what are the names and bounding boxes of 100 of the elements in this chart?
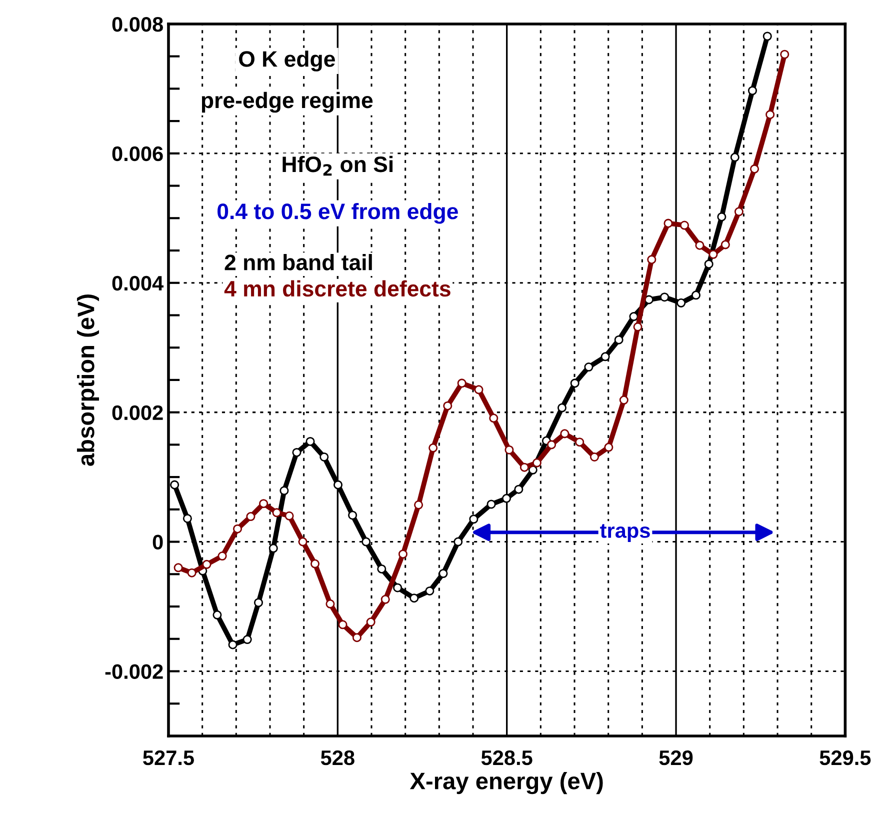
point	[425, 586, 434, 596]
point	[600, 352, 610, 362]
point	[202, 560, 212, 569]
point	[780, 50, 790, 59]
point	[333, 480, 343, 490]
point	[254, 598, 264, 608]
y-tick-label: 0.004	[112, 276, 164, 291]
point	[502, 494, 512, 503]
y-tick-label: 0.002	[112, 405, 163, 420]
point	[174, 563, 183, 572]
x-axis-title: X-ray energy (eV)	[410, 772, 603, 794]
point	[428, 443, 438, 452]
point	[187, 568, 196, 578]
point	[504, 445, 514, 454]
point	[717, 212, 726, 222]
y-axis-title: absorption (eV)	[77, 294, 100, 466]
point	[438, 568, 448, 578]
y-tick-label: 0.008	[112, 16, 163, 32]
point	[259, 499, 268, 508]
point	[584, 362, 594, 372]
point	[233, 524, 242, 534]
x-tick-label: 529.5	[820, 750, 871, 766]
point	[246, 512, 256, 522]
point	[362, 537, 371, 546]
point	[348, 510, 358, 520]
point	[647, 255, 656, 264]
point	[292, 448, 302, 457]
point	[310, 559, 320, 568]
point	[695, 240, 704, 250]
point	[218, 552, 227, 561]
y-tick-label: -0.002	[105, 664, 163, 679]
point	[680, 220, 689, 230]
point	[730, 152, 740, 162]
point	[268, 544, 278, 553]
point	[212, 610, 222, 620]
point	[298, 537, 308, 546]
point	[474, 385, 484, 394]
point	[454, 537, 463, 546]
point	[170, 480, 180, 490]
point	[366, 618, 376, 627]
annotation: traps	[600, 524, 650, 542]
annotation: HfO$_{2}$ on Si	[282, 156, 393, 176]
point	[280, 486, 289, 496]
point	[590, 452, 599, 462]
point	[704, 260, 714, 269]
point	[762, 32, 772, 41]
point	[633, 322, 642, 332]
point	[457, 378, 466, 388]
point	[664, 218, 673, 228]
point	[486, 500, 496, 509]
point	[242, 635, 252, 644]
point	[520, 462, 529, 472]
x-tick-label: 527.5	[143, 750, 194, 766]
point	[284, 511, 294, 520]
point	[182, 514, 192, 523]
point	[766, 110, 775, 120]
point	[469, 514, 478, 524]
point	[629, 312, 638, 322]
point	[604, 442, 614, 452]
point	[720, 240, 730, 250]
point	[306, 436, 315, 446]
y-tick-label: 0	[152, 534, 163, 550]
point	[575, 438, 584, 447]
point	[750, 164, 760, 174]
point	[398, 550, 408, 559]
point	[228, 640, 238, 650]
text: 2 nm band tail	[224, 254, 372, 270]
y-tick-label: 0.006	[112, 146, 163, 162]
point	[560, 429, 570, 438]
point	[393, 583, 402, 592]
x-tick-label: 528	[320, 750, 354, 766]
point	[338, 620, 348, 630]
point	[660, 292, 670, 302]
point	[614, 335, 624, 344]
point	[377, 564, 386, 574]
annotation: O K edge	[239, 50, 335, 72]
point	[619, 396, 628, 405]
point	[443, 401, 452, 410]
point	[546, 440, 556, 450]
x-tick-label: 529	[659, 750, 693, 766]
annotation: 0.4 to 0.5 eV from edge	[218, 202, 458, 224]
point	[514, 484, 524, 494]
annotation: pre-edge regime	[202, 92, 373, 113]
point	[272, 508, 282, 518]
text: 4 mn discrete defects	[224, 280, 450, 297]
point	[380, 594, 390, 604]
point	[489, 414, 498, 423]
point	[326, 599, 335, 608]
point	[748, 86, 757, 96]
point	[410, 594, 419, 603]
point	[532, 458, 542, 468]
x-tick-label: 528.5	[481, 750, 532, 766]
point	[570, 378, 580, 388]
point	[414, 500, 424, 510]
point	[557, 403, 567, 412]
point	[734, 207, 744, 216]
point	[708, 250, 718, 259]
point	[676, 298, 686, 308]
point	[691, 290, 700, 300]
point	[352, 633, 362, 642]
